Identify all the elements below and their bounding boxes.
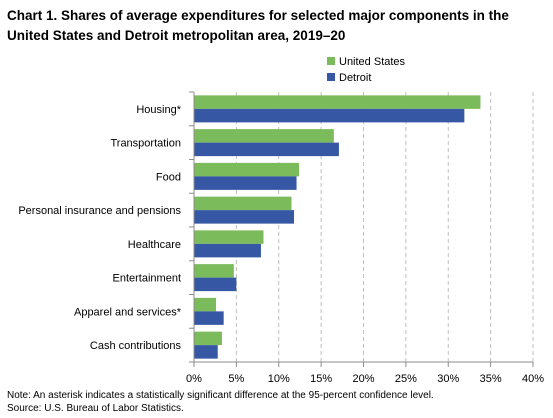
legend-swatch-detroit xyxy=(327,73,335,81)
category-label: Entertainment xyxy=(113,273,181,285)
legend-swatch-united-states xyxy=(327,57,335,65)
bar-detroit xyxy=(194,243,261,258)
category-label: Food xyxy=(156,171,181,183)
bar-united-states xyxy=(194,230,264,244)
x-tick-label: 40% xyxy=(522,373,544,385)
chart-note: Note: An asterisk indicates a statistica… xyxy=(7,390,434,401)
axes: Housing* Transportation Food Personal insur… xyxy=(18,91,544,385)
x-tick-label: 15% xyxy=(310,373,332,385)
category-label: Personal insurance and pensions xyxy=(18,205,181,217)
bar-detroit xyxy=(194,108,465,123)
bar-united-states xyxy=(194,264,234,278)
category-label: Transportation xyxy=(110,138,181,150)
bar-detroit xyxy=(194,311,224,325)
legend-label-detroit: Detroit xyxy=(339,72,371,84)
bar-united-states xyxy=(194,129,334,143)
x-tick-label: 0% xyxy=(186,373,202,385)
legend-label-united-states: United States xyxy=(339,56,406,68)
category-label: Cash contributions xyxy=(90,340,182,352)
bar-detroit xyxy=(194,277,237,292)
category-label: Apparel and services* xyxy=(74,306,182,318)
x-tick-label: 5% xyxy=(228,373,244,385)
bar-detroit xyxy=(194,345,218,359)
legend: United States Detroit xyxy=(327,56,406,84)
x-tick-label: 35% xyxy=(480,373,502,385)
bars xyxy=(194,95,481,359)
bar-united-states xyxy=(194,297,217,312)
x-tick-label: 25% xyxy=(395,373,417,385)
category-label: Healthcare xyxy=(128,239,181,251)
bar-chart: Housing* Transportation Food Personal insur… xyxy=(18,56,544,385)
bar-united-states xyxy=(194,331,222,346)
bar-united-states xyxy=(194,95,481,109)
x-tick-label: 30% xyxy=(437,373,459,385)
bar-detroit xyxy=(194,176,297,190)
bar-united-states xyxy=(194,162,300,177)
x-tick-label: 20% xyxy=(352,373,374,385)
chart-title: Chart 1. Shares of average expenditures … xyxy=(7,8,509,43)
bar-united-states xyxy=(194,196,292,211)
chart-source: Source: U.S. Bureau of Labor Statistics. xyxy=(7,403,184,414)
x-tick-label: 10% xyxy=(268,373,290,385)
bar-detroit xyxy=(194,142,339,157)
bar-detroit xyxy=(194,210,295,224)
category-label: Housing* xyxy=(136,104,181,116)
